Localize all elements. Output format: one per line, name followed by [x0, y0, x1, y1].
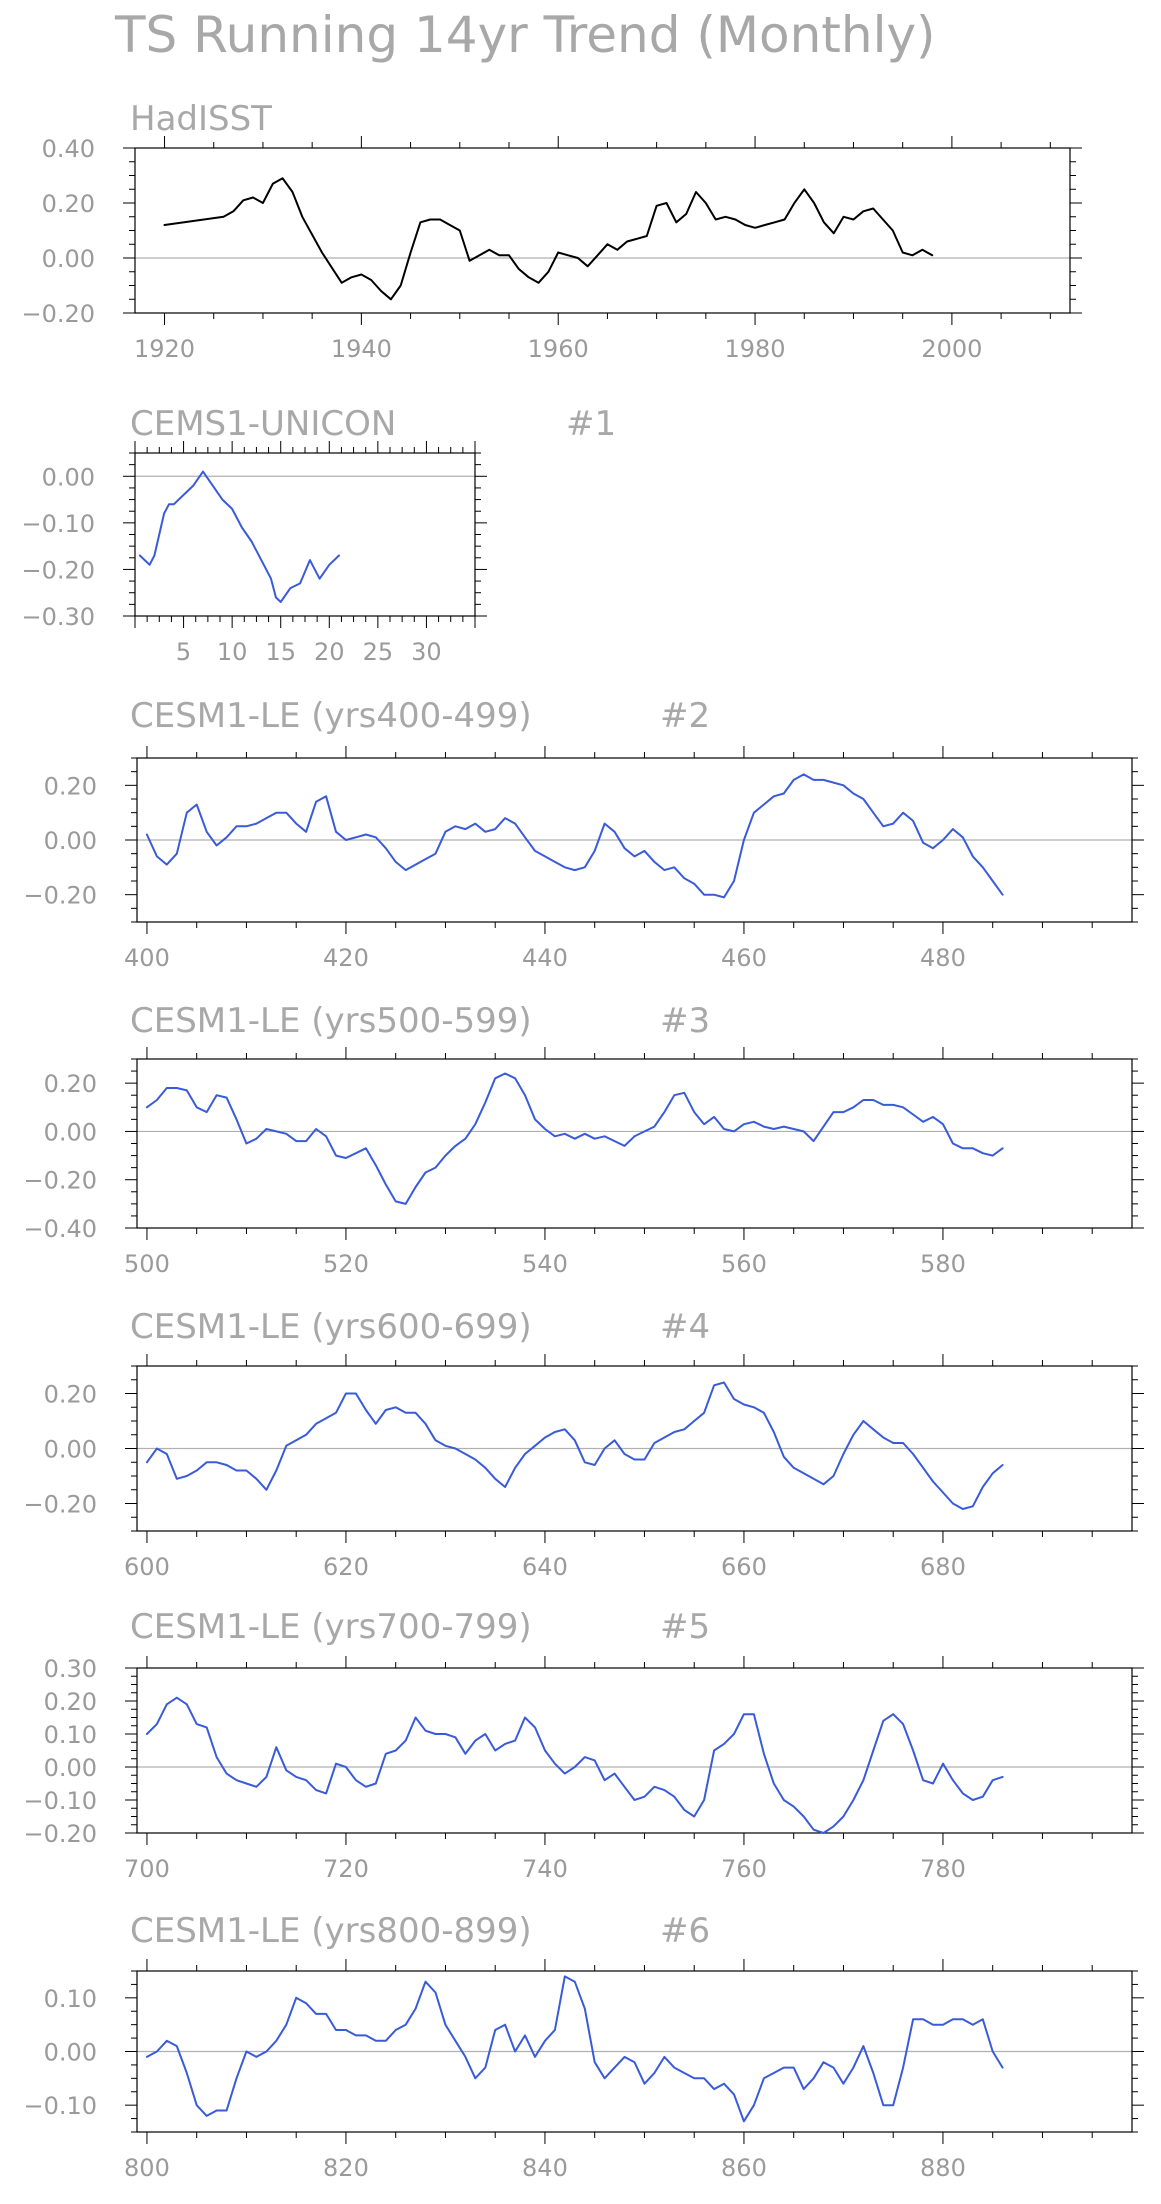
chart-panel-2: CEMS1-UNICON #1 5 10 15 20 25 30 −0.30 −0.20 −0.10… [21, 404, 616, 666]
x-tick-label: 640 [522, 1553, 568, 1581]
x-tick-label: 25 [363, 638, 394, 666]
x-tick-label: 5 [176, 638, 191, 666]
x-tick-label: 400 [124, 944, 170, 972]
x-tick-label: 860 [721, 2154, 767, 2182]
chart-panel-7: CESM1-LE (yrs800-899) #6 800 820 840 860 880 −0… [23, 1911, 1144, 2182]
y-tick-label: −0.20 [23, 1491, 97, 1519]
y-tick-label: 0.20 [42, 190, 95, 218]
panel-title: CESM1-LE (yrs600-699) [130, 1307, 532, 1347]
x-tick-label: 880 [920, 2154, 966, 2182]
series-line [145, 1072, 1004, 1205]
y-tick-label: −0.20 [23, 882, 97, 910]
y-tick-label: −0.10 [21, 510, 95, 538]
plot-frame [134, 147, 1071, 314]
y-tick-label: −0.20 [23, 1820, 97, 1848]
x-tick-label: 680 [920, 1553, 966, 1581]
y-tick-label: −0.10 [23, 1787, 97, 1815]
x-tick-label: 840 [522, 2154, 568, 2182]
y-tick-label: 0.00 [44, 1436, 97, 1464]
x-tick-label: 600 [124, 1553, 170, 1581]
x-tick-label: 420 [323, 944, 369, 972]
panel-run-label: #2 [660, 696, 710, 736]
x-tick-label: 1940 [331, 335, 392, 363]
x-tick-label: 660 [721, 1553, 767, 1581]
series-line [163, 177, 934, 301]
chart-panel-1: HadISST 1920 1940 1960 1980 2000 −0.20 0.00 0.20… [21, 99, 1082, 363]
x-tick-label: 30 [411, 638, 442, 666]
x-tick-label: 15 [265, 638, 296, 666]
chart-panel-5: CESM1-LE (yrs600-699) #4 600 620 640 660 680 −0… [23, 1307, 1144, 1581]
y-tick-label: 0.30 [44, 1655, 97, 1683]
series-line [145, 1381, 1004, 1510]
series-line [145, 1696, 1004, 1834]
plot-frame [134, 452, 476, 617]
plot-frame [136, 1058, 1133, 1229]
x-tick-label: 1920 [134, 335, 195, 363]
x-tick-label: 820 [323, 2154, 369, 2182]
x-tick-label: 700 [124, 1855, 170, 1883]
x-tick-label: 2000 [921, 335, 982, 363]
x-tick-label: 20 [314, 638, 345, 666]
figure-title: TS Running 14yr Trend (Monthly) [114, 6, 936, 64]
y-tick-label: 0.00 [42, 463, 95, 491]
x-tick-label: 580 [920, 1250, 966, 1278]
y-tick-label: 0.20 [44, 772, 97, 800]
y-tick-label: −0.40 [23, 1215, 97, 1243]
chart-panel-3: CESM1-LE (yrs400-499) #2 400 420 440 460 480 −0… [23, 696, 1144, 972]
plot-frame [136, 1667, 1133, 1834]
panel-title: CESM1-LE (yrs500-599) [130, 1001, 532, 1041]
y-tick-label: 0.00 [44, 1118, 97, 1146]
y-tick-label: 0.10 [44, 1721, 97, 1749]
y-tick-label: −0.10 [23, 2092, 97, 2120]
y-tick-label: 0.20 [44, 1381, 97, 1409]
panel-title: CESM1-LE (yrs700-799) [130, 1607, 532, 1647]
y-tick-label: 0.00 [44, 2039, 97, 2067]
y-tick-label: 0.00 [44, 1754, 97, 1782]
y-tick-label: −0.20 [21, 556, 95, 584]
x-tick-label: 1960 [528, 335, 589, 363]
x-tick-label: 440 [522, 944, 568, 972]
panel-run-label: #1 [566, 404, 616, 444]
panel-title: CESM1-LE (yrs400-499) [130, 696, 532, 736]
x-tick-label: 520 [323, 1250, 369, 1278]
y-tick-label: 0.20 [44, 1688, 97, 1716]
panel-run-label: #6 [660, 1911, 710, 1951]
y-tick-label: 0.10 [44, 1985, 97, 2013]
y-tick-label: 0.00 [42, 245, 95, 273]
x-tick-label: 500 [124, 1250, 170, 1278]
x-tick-label: 740 [522, 1855, 568, 1883]
x-tick-label: 460 [721, 944, 767, 972]
x-tick-label: 480 [920, 944, 966, 972]
chart-panel-6: CESM1-LE (yrs700-799) #5 700 720 740 760 780 −0… [23, 1607, 1144, 1883]
series-line [138, 470, 340, 603]
y-tick-label: 0.20 [44, 1070, 97, 1098]
panel-run-label: #5 [660, 1607, 710, 1647]
panel-run-label: #4 [660, 1307, 710, 1347]
y-tick-label: −0.20 [21, 300, 95, 328]
y-tick-label: −0.20 [23, 1167, 97, 1195]
y-tick-label: 0.00 [44, 827, 97, 855]
x-tick-label: 720 [323, 1855, 369, 1883]
panel-title: CESM1-LE (yrs800-899) [130, 1911, 532, 1951]
x-tick-label: 620 [323, 1553, 369, 1581]
panel-title: CEMS1-UNICON [130, 404, 396, 444]
y-tick-label: 0.40 [42, 135, 95, 163]
x-tick-label: 10 [217, 638, 248, 666]
x-tick-label: 560 [721, 1250, 767, 1278]
series-line [145, 773, 1004, 899]
x-tick-label: 780 [920, 1855, 966, 1883]
x-tick-label: 1980 [725, 335, 786, 363]
panel-run-label: #3 [660, 1001, 710, 1041]
x-tick-label: 540 [522, 1250, 568, 1278]
y-tick-label: −0.30 [21, 603, 95, 631]
x-tick-label: 800 [124, 2154, 170, 2182]
panel-title: HadISST [130, 99, 272, 139]
chart-panel-4: CESM1-LE (yrs500-599) #3 500 520 540 560 580 −0… [23, 1001, 1144, 1278]
series-line [145, 1975, 1004, 2123]
x-tick-label: 760 [721, 1855, 767, 1883]
